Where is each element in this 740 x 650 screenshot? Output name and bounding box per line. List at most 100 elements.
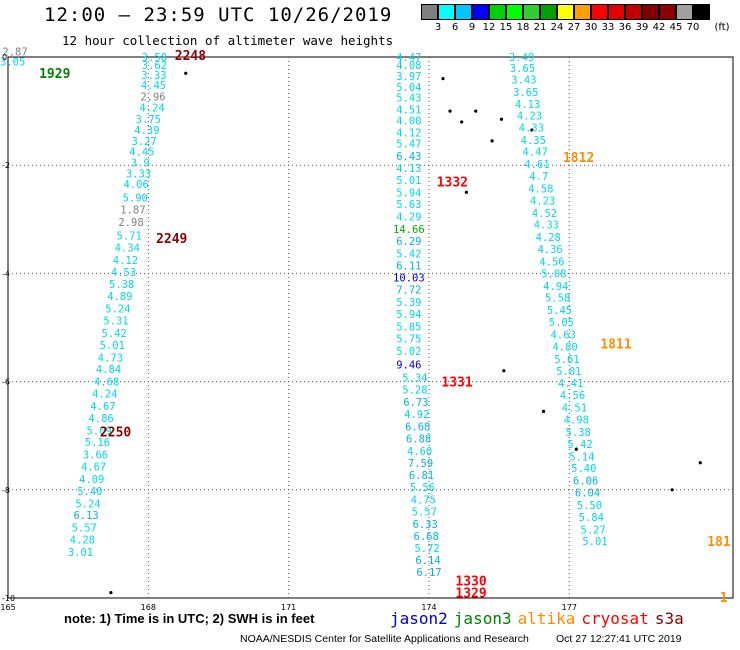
wave-height-value: 4.28 xyxy=(536,232,561,244)
wave-height-value: 4.51 xyxy=(562,403,587,415)
wave-height-value: 3.27 xyxy=(131,136,156,148)
wave-height-value: 4.28 xyxy=(70,535,95,547)
wave-height-value: 6.29 xyxy=(396,236,421,248)
island-marker xyxy=(574,447,578,451)
wave-height-value: 5.50 xyxy=(577,500,602,512)
color-swatch xyxy=(557,4,574,20)
color-swatch xyxy=(523,4,540,20)
longitude-tick: 165 xyxy=(0,603,15,612)
wave-height-value: 6.13 xyxy=(73,510,98,522)
color-swatch xyxy=(472,4,489,20)
wave-height-value: 5.57 xyxy=(72,523,97,535)
wave-height-value: 6.68 xyxy=(414,531,439,543)
revolution-number: 181 xyxy=(707,535,731,550)
color-swatch xyxy=(591,4,608,20)
color-swatch xyxy=(540,4,557,20)
wave-height-value: 6.06 xyxy=(573,476,598,488)
color-scale-tick: 9 xyxy=(468,22,476,33)
latitude-tick: -2 xyxy=(2,161,10,170)
wave-height-value: 2.96 xyxy=(140,91,165,103)
wave-height-value: 6.88 xyxy=(406,433,431,445)
wave-height-value: 10.03 xyxy=(393,273,425,285)
revolution-number: 1 xyxy=(720,591,728,606)
wave-height-value: 5.56 xyxy=(410,482,435,494)
revolution-number: 1330 xyxy=(455,575,486,590)
wave-height-value: 5.16 xyxy=(85,437,110,449)
wave-height-value: 6.68 xyxy=(405,422,430,434)
island-marker xyxy=(184,71,188,75)
map-title: 12:00 — 23:59 UTC 10/26/2019 xyxy=(44,4,393,26)
wave-height-value: 6.04 xyxy=(575,488,600,500)
wave-height-value: 5.58 xyxy=(545,293,570,305)
wave-height-value: 5.08 xyxy=(541,268,566,280)
wave-height-value: 3.58 xyxy=(142,52,167,64)
wave-height-value: 4.41 xyxy=(558,378,583,390)
wave-height-value: 4.12 xyxy=(396,128,421,140)
wave-height-value: 4.67 xyxy=(81,462,106,474)
wave-height-value: 5.01 xyxy=(556,366,581,378)
color-scale-unit: (ft) xyxy=(714,22,730,33)
wave-height-value: 2.98 xyxy=(118,217,143,229)
wave-height-value: 6.14 xyxy=(415,555,440,567)
wave-height-value: 4.24 xyxy=(92,389,117,401)
wave-height-value: 4.34 xyxy=(115,242,140,254)
color-scale-tick: 70 xyxy=(686,22,700,33)
color-scale-tick: 33 xyxy=(601,22,615,33)
latitude-tick: -8 xyxy=(2,486,10,495)
wave-height-value: 6.17 xyxy=(416,567,441,579)
wave-height-value: 4.80 xyxy=(552,341,577,353)
island-marker xyxy=(441,77,445,81)
revolution-number: 1331 xyxy=(441,376,472,391)
color-swatch xyxy=(625,4,642,20)
wave-height-value: 3.9 xyxy=(131,157,150,169)
wave-height-value: 5.42 xyxy=(396,248,421,260)
wave-height-value: 4.68 xyxy=(94,377,119,389)
wave-height-value: 5.28 xyxy=(402,385,427,397)
revolution-number: 1329 xyxy=(455,587,486,602)
wave-height-value: 5.01 xyxy=(100,340,125,352)
wave-height-value: 7.59 xyxy=(408,458,433,470)
wave-height-value: 5.42 xyxy=(102,328,127,340)
wave-height-value: 5.31 xyxy=(103,315,128,327)
wave-height-value: 4.86 xyxy=(88,413,113,425)
island-marker xyxy=(698,461,702,465)
wave-height-value: 5.72 xyxy=(414,543,439,555)
wave-height-value: 3.66 xyxy=(83,450,108,462)
satellite-legend-jason2: jason2 xyxy=(390,609,448,628)
color-scale-tick: 15 xyxy=(499,22,513,33)
revolution-number: 1811 xyxy=(600,338,631,353)
wave-height-value: 4.92 xyxy=(404,409,429,421)
wave-height-value: 4.58 xyxy=(528,183,553,195)
color-swatch xyxy=(489,4,506,20)
revolution-number: 2250 xyxy=(100,425,131,440)
wave-height-value: 5.47 xyxy=(396,139,421,151)
generation-timestamp: Oct 27 12:27:41 UTC 2019 xyxy=(556,633,682,645)
revolution-number: 2249 xyxy=(156,232,187,247)
wave-height-value: 5.38 xyxy=(566,427,591,439)
longitude-tick: 177 xyxy=(562,603,577,612)
units-note: note: 1) Time is in UTC; 2) SWH is in fe… xyxy=(64,611,315,626)
wave-height-value: 4.51 xyxy=(396,104,421,116)
color-swatch xyxy=(574,4,591,20)
wave-height-value: 4.09 xyxy=(79,474,104,486)
wave-height-value: 5.09 xyxy=(87,425,112,437)
satellite-legend-s3a: s3a xyxy=(654,609,684,628)
wave-height-value: 5.45 xyxy=(547,305,572,317)
revolution-number: 1929 xyxy=(39,67,70,82)
wave-height-value: 6.11 xyxy=(396,260,421,272)
longitude-tick: 168 xyxy=(141,603,156,612)
wave-height-value: 5.01 xyxy=(582,536,607,548)
wave-height-value: 5.02 xyxy=(396,346,421,358)
island-marker xyxy=(502,369,506,373)
island-marker xyxy=(460,120,464,124)
latitude-tick: -4 xyxy=(2,269,10,278)
revolution-number: 1332 xyxy=(437,175,468,190)
wave-height-value: 5.71 xyxy=(116,231,141,243)
wave-height-value: 6.43 xyxy=(396,151,421,163)
wave-height-value: 14.66 xyxy=(393,224,425,236)
wave-height-value: 4.45 xyxy=(129,147,154,159)
credit-line: NOAA/NESDIS Center for Satellite Applica… xyxy=(240,633,529,645)
lat-lon-grid xyxy=(7,56,734,599)
island-marker xyxy=(109,590,113,595)
